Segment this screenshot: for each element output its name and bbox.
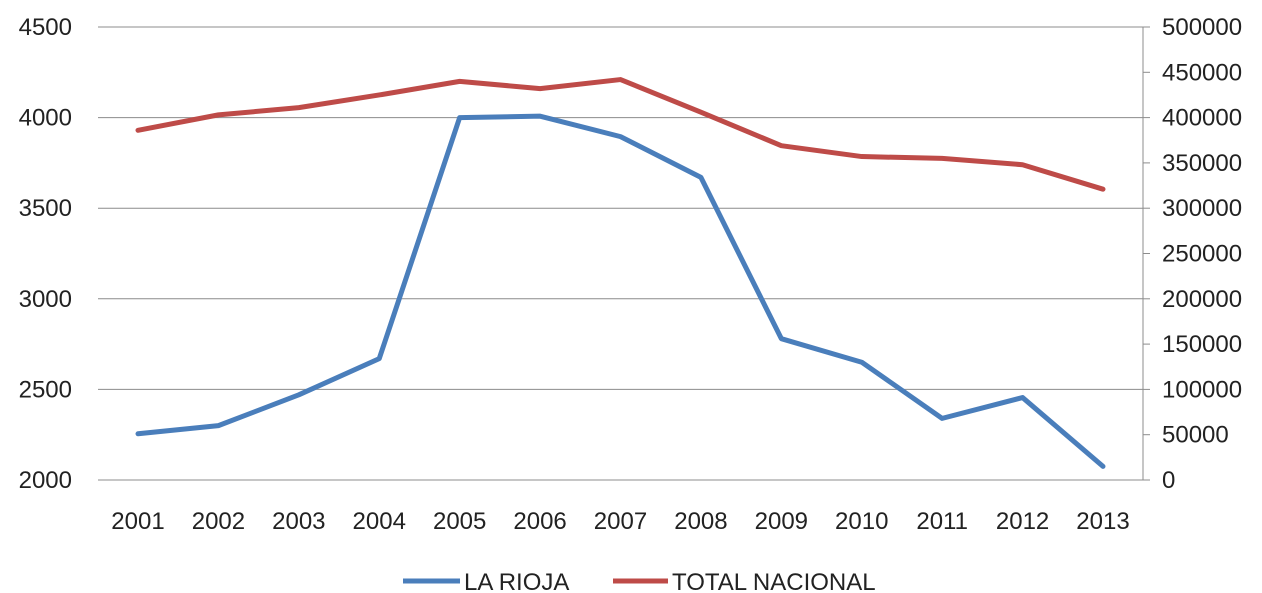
right-tick-label: 50000 xyxy=(1162,422,1229,449)
x-tick-label: 2012 xyxy=(996,508,1049,535)
left-axis-tick-labels: 2000 2500 3000 3500 4000 4500 xyxy=(19,14,72,494)
series-line-0 xyxy=(135,113,1106,469)
x-tick-label: 2013 xyxy=(1076,508,1129,535)
right-tick-label: 150000 xyxy=(1162,331,1242,358)
x-axis-tick-labels: 2001 2002 2003 2004 2005 2006 2007 2008 2009 2010… xyxy=(111,508,1129,535)
axes xyxy=(1142,26,1150,481)
x-tick-label: 2005 xyxy=(433,508,486,535)
x-tick-label: 2008 xyxy=(674,508,727,535)
right-tick-label: 300000 xyxy=(1162,195,1242,222)
left-tick-label: 3000 xyxy=(19,286,72,313)
x-tick-label: 2009 xyxy=(755,508,808,535)
right-tick-label: 250000 xyxy=(1162,241,1242,268)
x-tick-label: 2011 xyxy=(916,508,968,535)
series-lines xyxy=(135,77,1106,469)
right-tick-label: 400000 xyxy=(1162,105,1242,132)
right-tick-label: 0 xyxy=(1162,467,1175,494)
x-tick-label: 2007 xyxy=(594,508,647,535)
right-tick-label: 500000 xyxy=(1162,14,1242,41)
legend: LA RIOJA TOTAL NACIONAL xyxy=(403,569,876,593)
legend-label-1: TOTAL NACIONAL xyxy=(672,569,876,593)
legend-label-0: LA RIOJA xyxy=(464,569,569,593)
left-tick-label: 2000 xyxy=(19,467,72,494)
x-tick-label: 2001 xyxy=(111,508,164,535)
left-tick-label: 4000 xyxy=(19,105,72,132)
series-line-1 xyxy=(135,77,1106,192)
right-axis-tick-labels: 0 50000 100000 150000 200000 250000 300000 3500… xyxy=(1162,14,1242,494)
right-tick-label: 350000 xyxy=(1162,150,1242,177)
x-tick-label: 2003 xyxy=(272,508,325,535)
x-tick-label: 2006 xyxy=(513,508,566,535)
right-tick-label: 450000 xyxy=(1162,59,1242,86)
x-tick-label: 2004 xyxy=(353,508,406,535)
x-tick-label: 2002 xyxy=(192,508,245,535)
x-tick-label: 2010 xyxy=(835,508,888,535)
left-tick-label: 3500 xyxy=(19,195,72,222)
gridlines xyxy=(98,26,1143,481)
left-tick-label: 4500 xyxy=(19,14,72,41)
left-tick-label: 2500 xyxy=(19,376,72,403)
right-tick-label: 200000 xyxy=(1162,286,1242,313)
right-tick-label: 100000 xyxy=(1162,376,1242,403)
